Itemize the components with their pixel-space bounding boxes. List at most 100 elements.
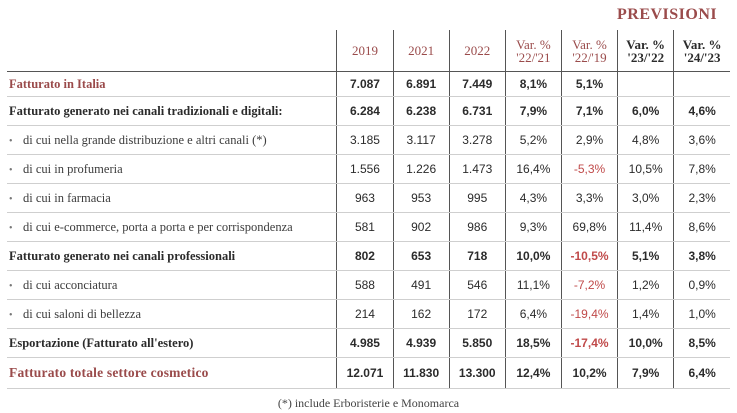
table-cell: 7.087 [336, 71, 394, 97]
table-cell: 162 [392, 299, 450, 329]
table-cell: 10,0% [617, 328, 674, 358]
table-row: Fatturato generato nei canali profession… [7, 241, 730, 271]
table-cell: 4.985 [336, 328, 394, 358]
header-2021: 2021 [392, 30, 450, 72]
table-row: • di cui e-commerce, porta a porta e per … [7, 212, 730, 242]
header-label-col [7, 30, 337, 72]
table-cell: 1,0% [673, 299, 730, 329]
header-2019: 2019 [336, 30, 394, 72]
table-row: • di cui saloni di bellezza 214 162 172 6,4% -… [7, 299, 730, 329]
table-cell: 3.278 [448, 125, 506, 155]
table-cell: 3.117 [392, 125, 450, 155]
table-cell: 10,5% [617, 154, 674, 184]
table-cell: 11.830 [392, 357, 450, 389]
table-cell: 653 [392, 241, 450, 271]
header-var-22-21: Var. % '22/'21 [504, 30, 562, 72]
row-label: • di cui e-commerce, porta a porta e per … [7, 212, 337, 242]
bullet-icon: • [9, 164, 13, 176]
table-cell: 6.284 [336, 96, 394, 126]
bullet-icon: • [9, 135, 13, 147]
row-label-text: di cui in farmacia [23, 190, 111, 205]
table-cell: 588 [336, 270, 394, 300]
table-cell: 1,4% [617, 299, 674, 329]
table-cell: 10,2% [560, 357, 618, 389]
table-cell: 5,2% [504, 125, 562, 155]
row-label: Fatturato generato nei canali tradiziona… [7, 96, 337, 126]
table-cell: 718 [448, 241, 506, 271]
table-cell: 172 [448, 299, 506, 329]
table-cell: 4,6% [673, 96, 730, 126]
bullet-icon: • [9, 280, 13, 292]
row-label-text: di cui acconciatura [23, 277, 118, 292]
table-cell: 1.226 [392, 154, 450, 184]
table-row: • di cui nella grande distribuzione e alt… [7, 125, 730, 155]
table-cell: 546 [448, 270, 506, 300]
table-cell: 1.556 [336, 154, 394, 184]
row-label-text: Fatturato generato nei canali profession… [9, 248, 236, 263]
table-cell: 7,9% [617, 357, 674, 389]
table-cell: 6.731 [448, 96, 506, 126]
table-cell: 4,8% [617, 125, 674, 155]
bullet-icon: • [9, 193, 13, 205]
previsioni-label: PREVISIONI [617, 6, 718, 23]
table-cell: 8,1% [504, 71, 562, 97]
data-table: 2019 2021 2022 Var. % '22/'21 Var. % '22/'… [7, 30, 730, 389]
table-cell: 6,0% [617, 96, 674, 126]
row-label: Esportazione (Fatturato all'estero) [7, 328, 337, 358]
table-row: Fatturato totale settore cosmetico 12.071… [7, 357, 730, 389]
row-label-text: Fatturato totale settore cosmetico [9, 365, 209, 380]
table-cell: 3,8% [673, 241, 730, 271]
header-var-22-19: Var. % '22/'19 [560, 30, 618, 72]
table-row: • di cui in farmacia 963 953 995 4,3% 3,3% 3,0%… [7, 183, 730, 213]
header-2022: 2022 [448, 30, 506, 72]
table-cell [617, 71, 674, 97]
table-cell: 6.238 [392, 96, 450, 126]
table-row: Fatturato generato nei canali tradiziona… [7, 96, 730, 126]
table-cell: -17,4% [560, 328, 618, 358]
table-cell: 6,4% [673, 357, 730, 389]
row-label-text: Fatturato in Italia [9, 76, 106, 91]
table-cell: 3,3% [560, 183, 618, 213]
row-label: • di cui acconciatura [7, 270, 337, 300]
table-cell: -5,3% [560, 154, 618, 184]
row-label: • di cui nella grande distribuzione e alt… [7, 125, 337, 155]
table-cell: 3,6% [673, 125, 730, 155]
row-label: Fatturato in Italia [7, 71, 337, 97]
table-cell: 7,1% [560, 96, 618, 126]
table-cell: 1,2% [617, 270, 674, 300]
table-cell: 902 [392, 212, 450, 242]
table-cell: 963 [336, 183, 394, 213]
table-cell: -7,2% [560, 270, 618, 300]
table-cell: 2,9% [560, 125, 618, 155]
table-cell: 5.850 [448, 328, 506, 358]
table-cell: -10,5% [560, 241, 618, 271]
table-cell: 986 [448, 212, 506, 242]
table-cell: 1.473 [448, 154, 506, 184]
footnote: (*) include Erboristerie e Monomarca [277, 396, 460, 410]
table-row: • di cui in profumeria 1.556 1.226 1.473 16,4… [7, 154, 730, 184]
table-cell: 995 [448, 183, 506, 213]
row-label: Fatturato totale settore cosmetico [7, 357, 337, 389]
table-cell: 5,1% [617, 241, 674, 271]
table-cell: 12,4% [504, 357, 562, 389]
bullet-icon: • [9, 222, 13, 234]
row-label-text: Fatturato generato nei canali tradiziona… [9, 103, 283, 118]
table-cell: 11,1% [504, 270, 562, 300]
table-cell: 581 [336, 212, 394, 242]
table-cell: 7.449 [448, 71, 506, 97]
header-var-24-23: Var. % '24/'23 [673, 30, 730, 72]
table-cell: 3.185 [336, 125, 394, 155]
table-cell: 10,0% [504, 241, 562, 271]
table-row: Fatturato in Italia 7.087 6.891 7.449 8,1% 5,… [7, 71, 730, 97]
table-cell: 8,5% [673, 328, 730, 358]
row-label: Fatturato generato nei canali profession… [7, 241, 337, 271]
row-label: • di cui in farmacia [7, 183, 337, 213]
table-cell: 7,8% [673, 154, 730, 184]
table-cell: 12.071 [336, 357, 394, 389]
header-var-23-22: Var. % '23/'22 [617, 30, 674, 72]
row-label: • di cui saloni di bellezza [7, 299, 337, 329]
table-cell: 4,3% [504, 183, 562, 213]
table-cell: 8,6% [673, 212, 730, 242]
row-label-text: Esportazione (Fatturato all'estero) [9, 335, 194, 350]
row-label-text: di cui in profumeria [23, 161, 123, 176]
